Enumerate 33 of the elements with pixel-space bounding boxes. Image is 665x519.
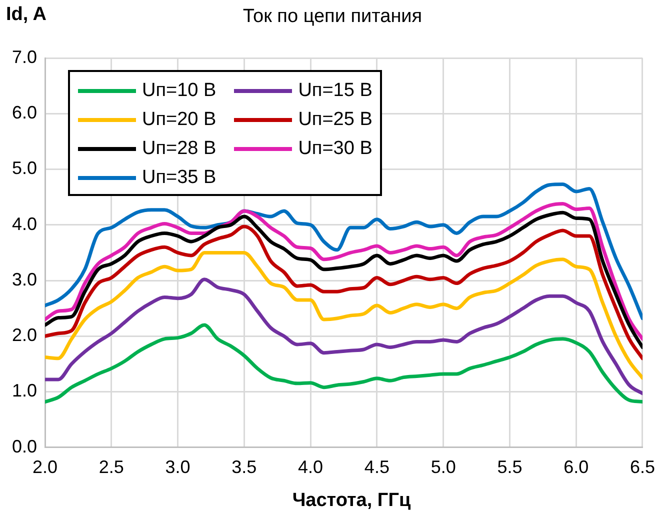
y-axis-title: Id, A (6, 4, 46, 26)
x-tick-label: 4.0 (298, 457, 324, 478)
x-tick-label: 2.0 (32, 457, 58, 478)
x-tick-label: 5.0 (430, 457, 456, 478)
line-series (45, 323, 642, 404)
legend-label: Uп=15 В (298, 80, 372, 102)
y-tick-label: 3.0 (12, 269, 38, 290)
y-tick-label: 1.0 (12, 380, 38, 401)
line-series (45, 224, 642, 360)
y-tick-label: 6.0 (12, 102, 38, 123)
x-axis-title: Частота, ГГц (291, 490, 412, 512)
y-tick-label: 5.0 (12, 158, 38, 178)
x-tick-label: 6.0 (564, 457, 589, 478)
legend-label: Uп=25 В (298, 108, 372, 130)
x-tick-label: 4.5 (364, 457, 390, 478)
line-series (45, 250, 642, 380)
x-tick-label: 6.5 (630, 457, 656, 478)
x-tick-label: 2.5 (98, 457, 124, 478)
line-series (45, 182, 642, 320)
line-series (45, 278, 642, 396)
chart-title: Ток по цепи питания (242, 6, 422, 27)
y-tick-label: 4.0 (12, 214, 38, 234)
x-tick-label: 3.5 (232, 457, 257, 478)
legend-label: Uп=20 В (142, 108, 216, 130)
legend-label: Uп=35 В (142, 166, 216, 188)
x-tick-label: 3.0 (165, 457, 190, 478)
legend-label: Uп=10 В (142, 80, 216, 102)
x-tick-label: 5.5 (497, 457, 522, 478)
legend-label: Uп=30 В (298, 138, 372, 160)
y-tick-label: 7.0 (12, 46, 38, 67)
y-tick-label: 0.0 (12, 436, 38, 456)
y-tick-label: 2.0 (12, 325, 38, 346)
legend-label: Uп=28 В (142, 138, 216, 160)
